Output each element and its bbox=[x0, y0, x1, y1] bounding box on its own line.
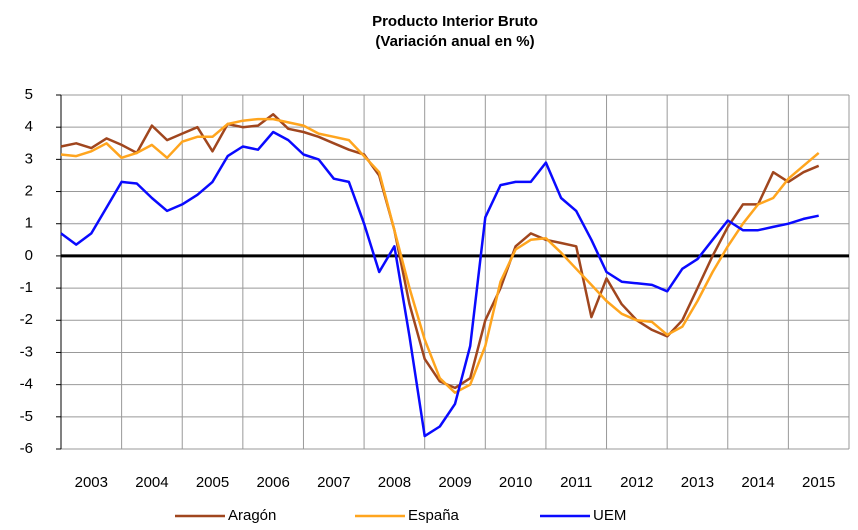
y-tick-label: -2 bbox=[20, 311, 33, 328]
series-line bbox=[60, 117, 820, 394]
series-line bbox=[60, 113, 820, 390]
x-tick-label: 2012 bbox=[620, 474, 653, 491]
y-tick-label: 5 bbox=[25, 86, 33, 103]
y-tick-label: -5 bbox=[20, 408, 33, 425]
y-tick-label: -6 bbox=[20, 440, 33, 457]
y-tick-label: -3 bbox=[20, 343, 33, 360]
chart-subtitle: (Variación anual en %) bbox=[375, 33, 534, 50]
x-tick-label: 2006 bbox=[256, 474, 289, 491]
x-tick-label: 2014 bbox=[741, 474, 774, 491]
x-tick-label: 2010 bbox=[499, 474, 532, 491]
x-tick-label: 2003 bbox=[75, 474, 108, 491]
x-tick-label: 2009 bbox=[438, 474, 471, 491]
x-tick-label: 2004 bbox=[135, 474, 168, 491]
legend-label: Aragón bbox=[228, 507, 276, 524]
x-tick-label: 2015 bbox=[802, 474, 835, 491]
legend-label: España bbox=[408, 507, 460, 524]
x-tick-label: 2013 bbox=[681, 474, 714, 491]
x-tick-label: 2007 bbox=[317, 474, 350, 491]
y-tick-label: -4 bbox=[20, 376, 33, 393]
y-tick-label: 3 bbox=[25, 150, 33, 167]
y-tick-label: 4 bbox=[25, 118, 33, 135]
x-tick-label: 2005 bbox=[196, 474, 229, 491]
x-tick-label: 2008 bbox=[378, 474, 411, 491]
legend-label: UEM bbox=[593, 507, 626, 524]
y-tick-label: 1 bbox=[25, 215, 33, 232]
series-line bbox=[60, 130, 819, 438]
x-tick-label: 2011 bbox=[560, 474, 592, 491]
chart-title: Producto Interior Bruto bbox=[372, 13, 538, 30]
y-tick-label: -1 bbox=[20, 279, 33, 296]
y-tick-label: 2 bbox=[25, 183, 33, 200]
y-tick-label: 0 bbox=[25, 247, 33, 264]
